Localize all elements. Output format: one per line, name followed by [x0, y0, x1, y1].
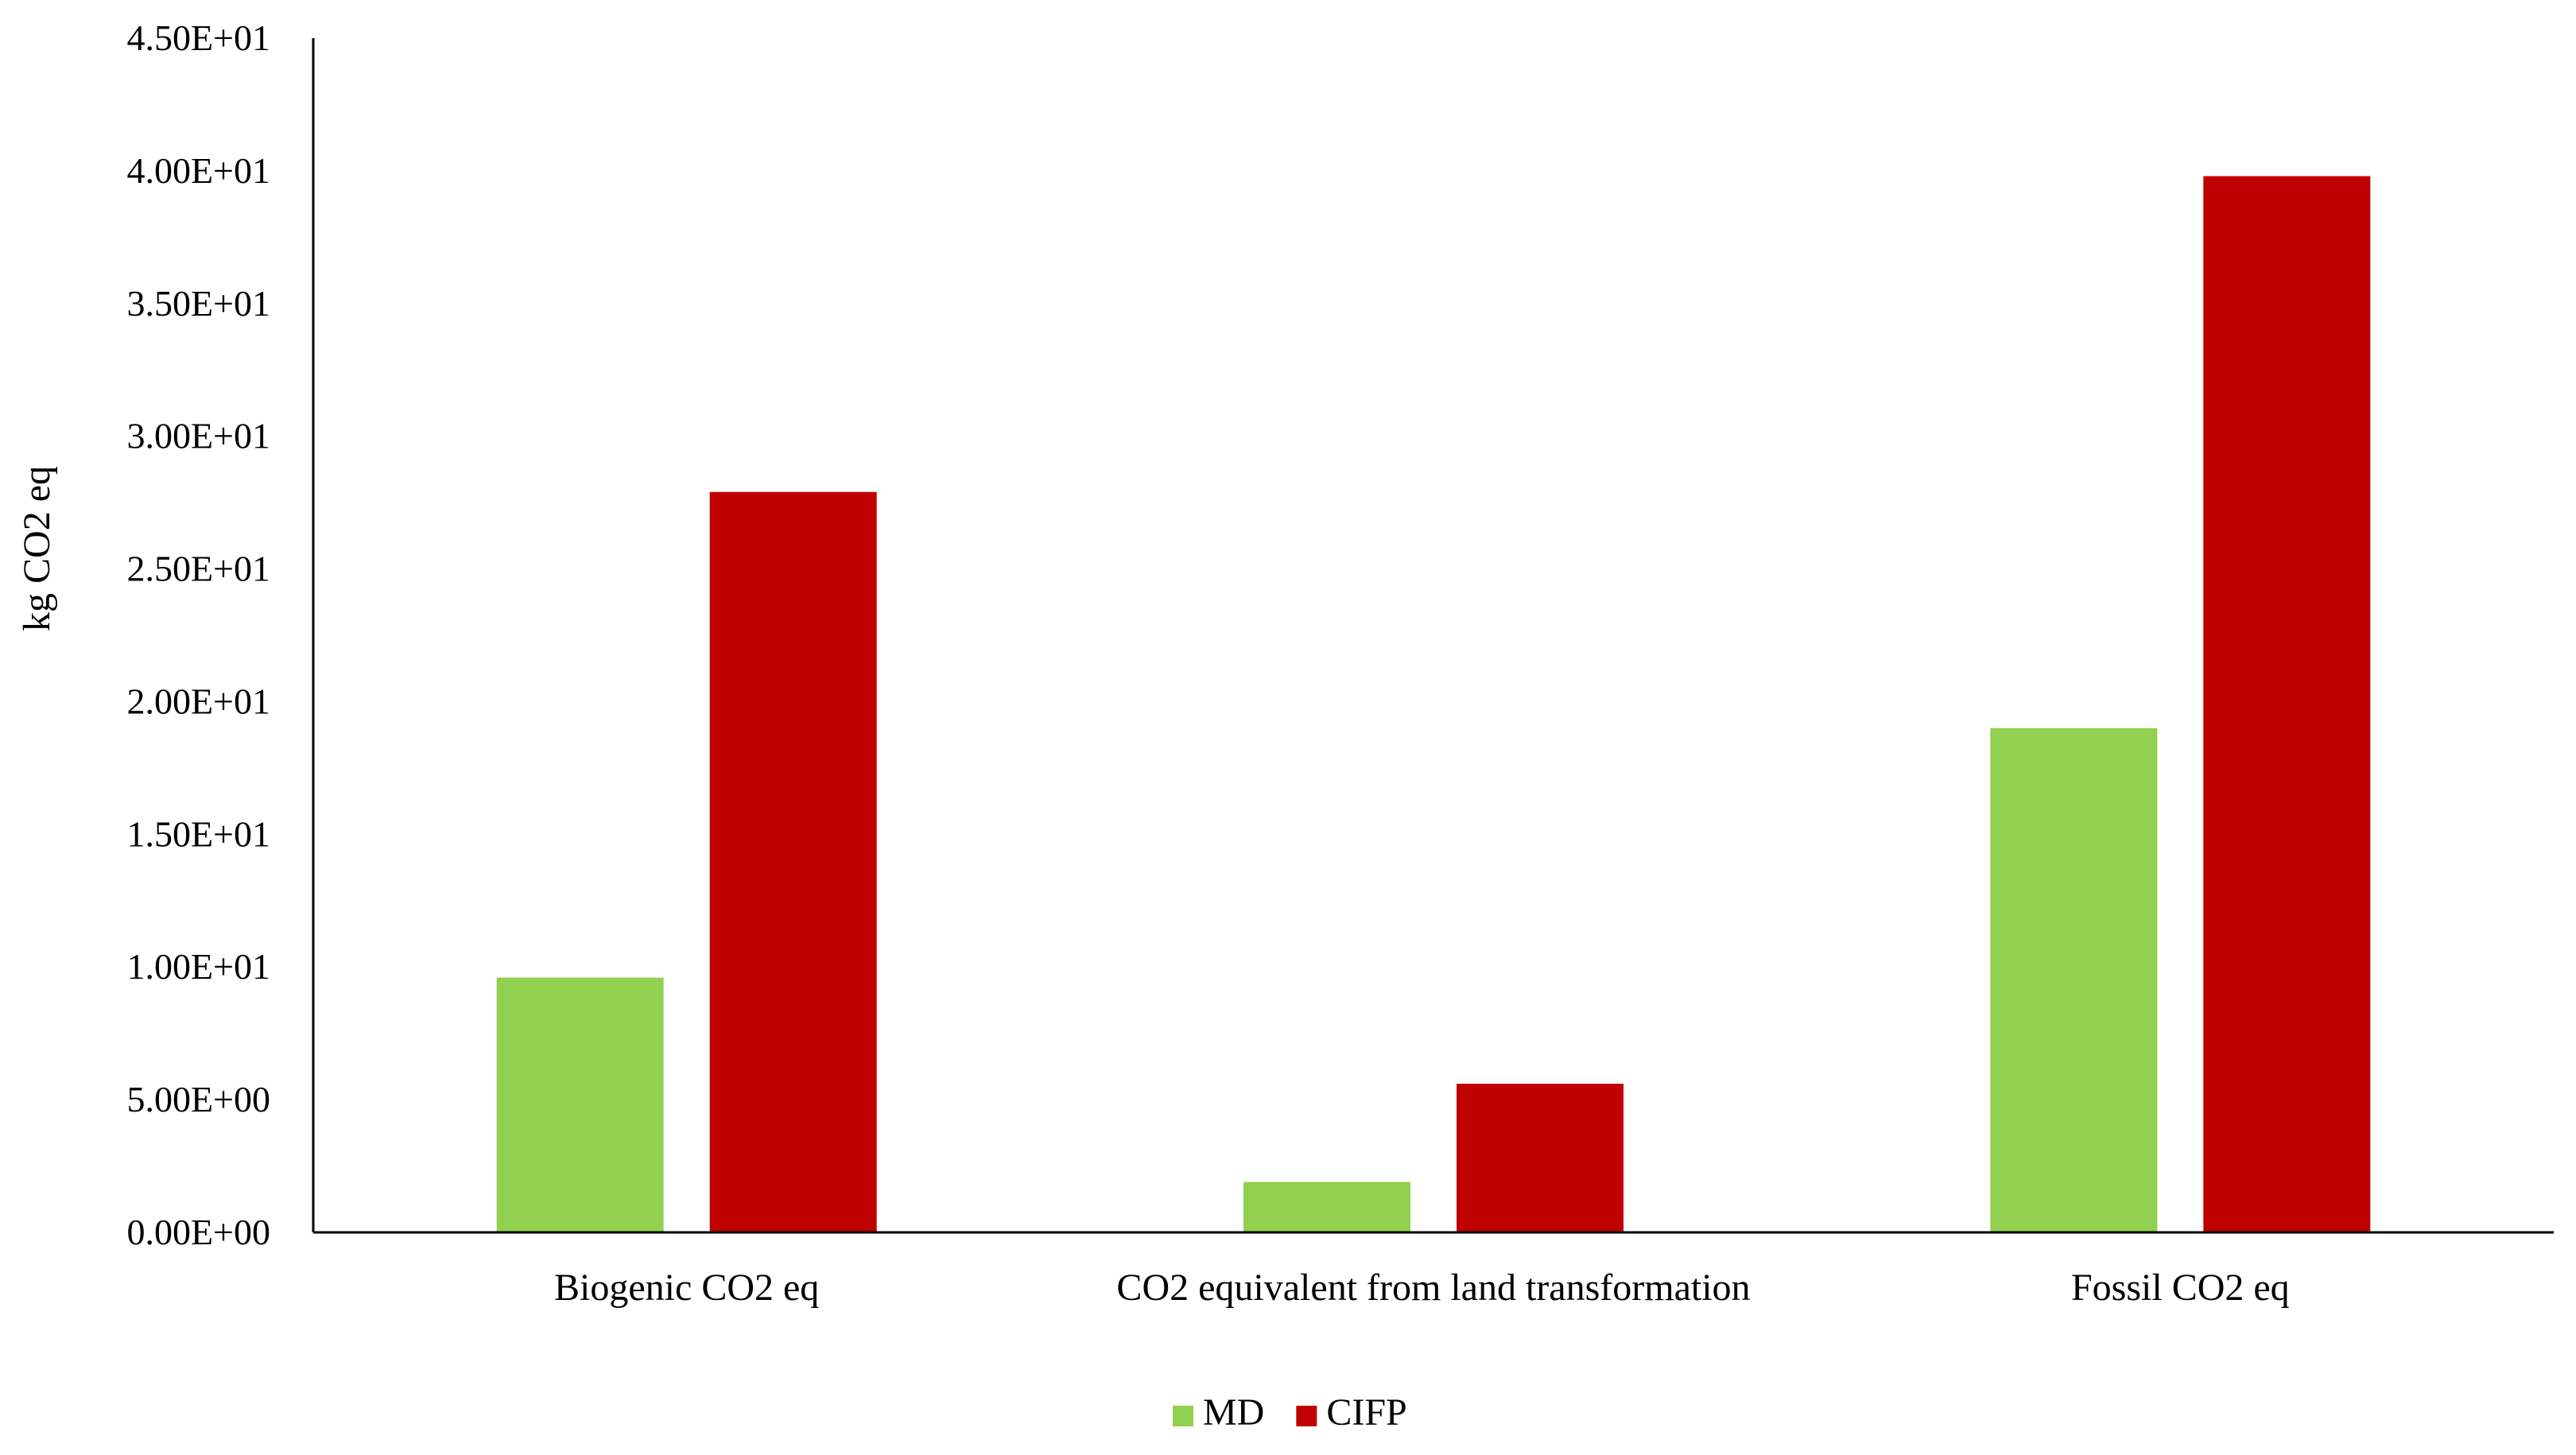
bar-cifp-1: [709, 491, 877, 1232]
y-tick-label: 2.00E+01: [126, 681, 270, 721]
bar-md-3: [1990, 728, 2158, 1232]
legend-swatch: [1173, 1406, 1193, 1426]
y-tick-label: 2.50E+01: [126, 549, 270, 589]
legend-item-md: MD: [1173, 1391, 1264, 1434]
y-tick-label: 5.00E+00: [126, 1079, 270, 1119]
x-category-label: Fossil CO2 eq: [2071, 1267, 2290, 1309]
y-tick-label: 4.00E+01: [126, 150, 270, 191]
y-tick-label: 4.50E+01: [126, 17, 270, 58]
y-tick-labels: 0.00E+00 5.00E+00 1.00E+01 1.50E+01 2.00E+01…: [126, 17, 270, 1252]
y-axis-title: kg CO2 eq: [16, 466, 58, 631]
axes-layer: [312, 38, 2554, 1234]
bars-layer: [496, 176, 2371, 1232]
y-tick-label: 0.00E+00: [126, 1212, 270, 1252]
legend-label: CIFP: [1326, 1391, 1406, 1434]
bar-cifp-2: [1457, 1084, 1624, 1232]
legend: MD CIFP: [1173, 1391, 1407, 1434]
bar-md-1: [496, 977, 664, 1232]
legend-swatch: [1296, 1406, 1317, 1426]
legend-label: MD: [1203, 1391, 1264, 1434]
y-tick-label: 1.00E+01: [126, 946, 270, 987]
bar-cifp-3: [2203, 176, 2371, 1232]
y-tick-label: 1.50E+01: [126, 813, 270, 854]
legend-item-cifp: CIFP: [1296, 1391, 1407, 1434]
bar-md-2: [1243, 1181, 1410, 1232]
x-category-label: Biogenic CO2 eq: [554, 1267, 819, 1309]
x-category-labels: Biogenic CO2 eq CO2 equivalent from land …: [554, 1267, 2290, 1309]
y-tick-label: 3.00E+01: [126, 416, 270, 456]
x-category-label: CO2 equivalent from land transformation: [1116, 1267, 1750, 1309]
y-tick-label: 3.50E+01: [126, 283, 270, 324]
